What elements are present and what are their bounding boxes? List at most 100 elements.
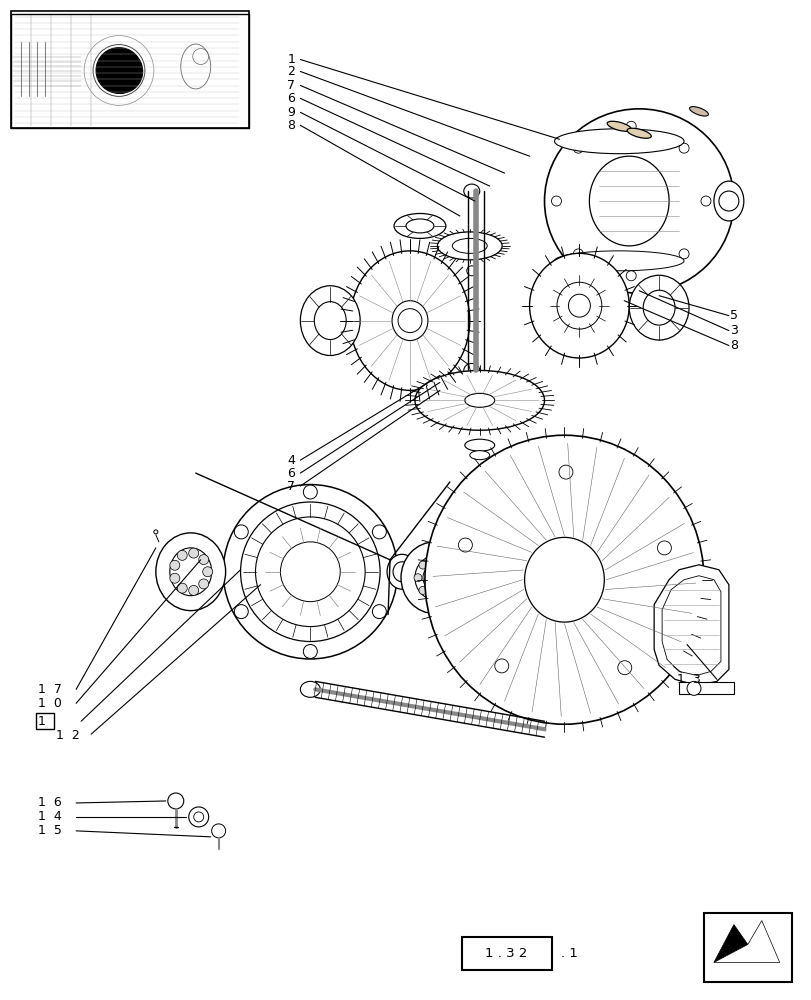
Text: 3: 3 [729, 324, 736, 337]
Ellipse shape [568, 294, 590, 317]
Circle shape [678, 143, 689, 153]
Circle shape [700, 196, 710, 206]
Circle shape [372, 605, 386, 619]
Ellipse shape [223, 485, 397, 659]
Text: . 1: . 1 [560, 947, 577, 960]
Circle shape [188, 548, 199, 558]
Ellipse shape [255, 517, 365, 627]
Circle shape [234, 525, 248, 539]
Text: 7: 7 [287, 480, 294, 493]
Circle shape [303, 485, 317, 499]
Circle shape [199, 555, 208, 565]
Ellipse shape [423, 565, 446, 591]
Ellipse shape [470, 451, 489, 460]
Bar [703, 913, 791, 982]
Ellipse shape [554, 251, 683, 271]
Circle shape [466, 266, 476, 276]
Bar [461, 937, 551, 970]
Ellipse shape [300, 286, 360, 355]
Circle shape [431, 556, 439, 564]
Text: 1  6: 1 6 [38, 796, 62, 809]
Circle shape [169, 573, 179, 583]
Text: 1: 1 [287, 53, 294, 66]
Circle shape [168, 793, 183, 809]
Ellipse shape [280, 542, 340, 602]
Text: 1  3: 1 3 [676, 673, 700, 686]
Circle shape [177, 550, 187, 560]
Circle shape [625, 121, 636, 131]
Polygon shape [661, 576, 720, 675]
Text: 1: 1 [38, 715, 45, 728]
Circle shape [494, 659, 508, 673]
Ellipse shape [713, 181, 743, 221]
Ellipse shape [414, 556, 454, 600]
Ellipse shape [524, 537, 603, 622]
Ellipse shape [314, 302, 345, 340]
Circle shape [414, 574, 422, 582]
Ellipse shape [387, 554, 417, 589]
Ellipse shape [452, 238, 487, 253]
Circle shape [458, 538, 472, 552]
Circle shape [177, 583, 187, 593]
Ellipse shape [401, 542, 468, 614]
Ellipse shape [393, 562, 410, 582]
Ellipse shape [463, 184, 479, 198]
Text: 6: 6 [287, 467, 294, 480]
Circle shape [617, 661, 631, 675]
Circle shape [678, 249, 689, 259]
Text: 5: 5 [729, 309, 736, 322]
Circle shape [686, 681, 700, 695]
Circle shape [418, 586, 427, 594]
Text: 2: 2 [287, 65, 294, 78]
Ellipse shape [589, 156, 668, 246]
Text: 9: 9 [287, 106, 294, 119]
Circle shape [303, 645, 317, 658]
Polygon shape [713, 925, 747, 962]
Text: 4: 4 [287, 454, 294, 467]
Ellipse shape [169, 548, 212, 596]
Circle shape [212, 824, 225, 838]
Ellipse shape [544, 109, 733, 293]
Text: 1  7: 1 7 [38, 683, 62, 696]
Text: 1  2: 1 2 [56, 729, 80, 742]
Circle shape [418, 561, 427, 569]
Text: 6: 6 [287, 92, 294, 105]
Ellipse shape [156, 533, 225, 611]
Circle shape [657, 541, 671, 555]
Text: 7: 7 [287, 79, 294, 92]
Polygon shape [654, 565, 728, 685]
Ellipse shape [350, 251, 470, 390]
Ellipse shape [529, 253, 629, 358]
Circle shape [718, 191, 738, 211]
Circle shape [99, 50, 143, 93]
Circle shape [194, 812, 204, 822]
Text: 1  4: 1 4 [38, 810, 62, 823]
Circle shape [442, 561, 450, 569]
Text: 8: 8 [287, 119, 294, 132]
Circle shape [188, 807, 208, 827]
Circle shape [153, 530, 157, 534]
Text: 8: 8 [729, 339, 736, 352]
Ellipse shape [393, 213, 445, 238]
Ellipse shape [406, 219, 433, 233]
Circle shape [448, 574, 455, 582]
Ellipse shape [392, 301, 427, 341]
Ellipse shape [464, 393, 494, 407]
Circle shape [625, 271, 636, 281]
Circle shape [573, 143, 582, 153]
Ellipse shape [414, 370, 544, 430]
Ellipse shape [556, 282, 601, 329]
Text: 1  0: 1 0 [38, 697, 62, 710]
Ellipse shape [629, 275, 689, 340]
Ellipse shape [437, 232, 501, 260]
Circle shape [397, 309, 422, 333]
Bar [678, 682, 733, 694]
Circle shape [169, 560, 179, 570]
Ellipse shape [607, 121, 631, 131]
Circle shape [188, 585, 199, 595]
Circle shape [431, 592, 439, 600]
Circle shape [199, 579, 208, 589]
Ellipse shape [642, 290, 674, 325]
Ellipse shape [626, 128, 650, 138]
Ellipse shape [424, 435, 703, 724]
